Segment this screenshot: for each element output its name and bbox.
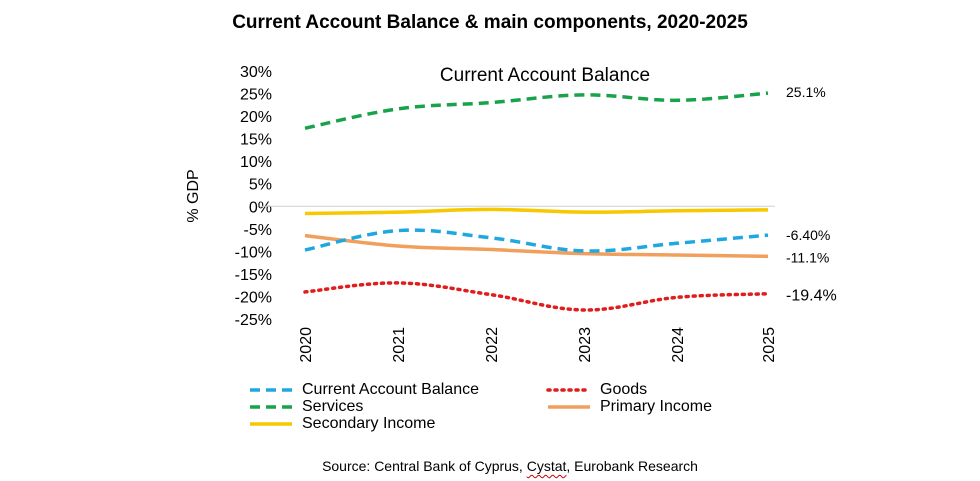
x-tick-label: 2020 [298,327,315,363]
series-line-services [304,91,769,130]
end-label-primary-income: -11.1% [786,249,829,265]
y-tick-label: 30% [240,64,272,81]
page-title: Current Account Balance & main component… [232,12,748,33]
y-tick-label: -10% [235,244,272,261]
series-line-secondary-income [304,207,769,216]
legend-item-current-account-balance: Current Account Balance [248,381,479,399]
y-tick-label: -5% [244,222,272,239]
series-layer [303,91,770,312]
end-label-current-account-balance: -6.40% [786,227,830,243]
x-axis: 2020 2021 2022 2023 2024 2025 [298,327,778,363]
legend: Current Account Balance Goods Services Prim… [248,381,768,437]
legend-swatch [250,388,292,392]
y-tick-label: 0% [249,199,272,216]
source-note: Source: Central Bank of Cyprus, Cystat, … [0,458,980,474]
legend-item-primary-income: Primary Income [546,398,712,416]
y-tick-label: -25% [235,312,272,329]
y-tick-label: -20% [235,289,272,306]
series-line-goods [303,281,770,312]
legend-label: Services [302,398,364,415]
end-labels: -6.40% -19.4% 25.1% -11.1% [786,84,837,305]
x-tick-label: 2022 [484,327,501,363]
end-label-services: 25.1% [786,84,826,100]
legend-item-goods: Goods [546,381,647,399]
end-label-goods: -19.4% [786,288,837,305]
series-line-primary-income [304,233,769,259]
x-tick-label: 2025 [761,327,778,363]
y-axis-label: % GDP [185,169,202,222]
y-tick-label: 25% [240,87,272,104]
source-cystat: Cystat [526,458,567,474]
x-tick-label: 2023 [577,327,594,363]
legend-swatch [250,422,292,426]
y-tick-label: 10% [240,154,272,171]
source-prefix: Source: Central Bank of Cyprus, [322,458,527,474]
y-tick-label: 5% [249,177,272,194]
legend-swatch [548,405,590,409]
y-tick-label: 20% [240,109,272,126]
legend-label: Goods [600,381,648,398]
y-tick-label: 15% [240,132,272,149]
series-line-current-account-balance [304,228,769,253]
legend-item-secondary-income: Secondary Income [248,415,435,433]
source-suffix: , Eurobank Research [566,458,698,474]
x-tick-label: 2021 [391,327,408,363]
legend-swatch [546,388,592,392]
legend-item-services: Services [248,398,363,416]
legend-label: Current Account Balance [302,381,479,398]
legend-swatch [250,405,292,409]
y-axis: 30% 25% 20% 15% 10% 5% 0% -5% -10% -15% -20% -25% [235,64,272,329]
legend-label: Secondary Income [302,415,436,432]
legend-label: Primary Income [600,398,713,415]
x-tick-label: 2024 [670,327,687,363]
chart-title: Current Account Balance [440,65,650,86]
y-tick-label: -15% [235,267,272,284]
